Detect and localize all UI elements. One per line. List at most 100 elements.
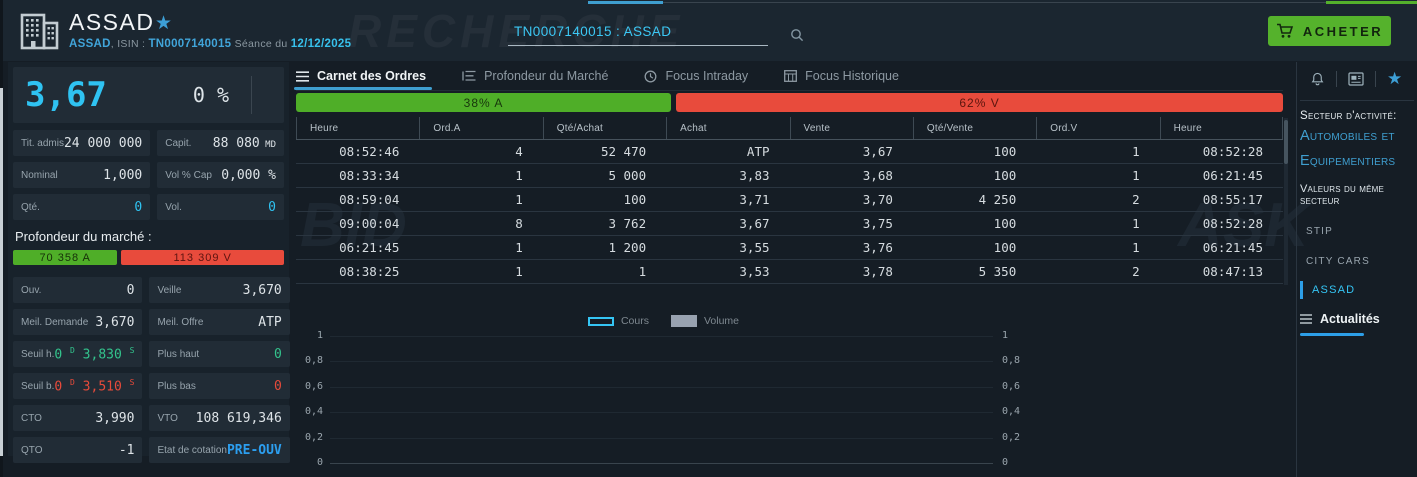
stat-vol-cap: Vol % Cap 0,000 % — [157, 162, 284, 188]
last-price: 3,67 — [25, 75, 107, 115]
orderbook-cell: 06:21:45 — [339, 240, 400, 255]
gridline — [330, 361, 993, 363]
window-scrollbar[interactable] — [0, 0, 3, 477]
price-change-pct: 0 % — [192, 83, 229, 107]
orderbook-cell: 09:00:04 — [339, 216, 400, 231]
stat-capit-: Capit. 88 080 MD — [157, 130, 284, 156]
y-axis-tick-right: 0,2 — [1002, 431, 1021, 443]
line-swatch-icon — [587, 316, 614, 326]
chart-tick-row: 0,8 0,8 — [296, 355, 1283, 367]
y-axis-tick-right: 0,4 — [1002, 406, 1021, 418]
stat-value: 0 — [273, 346, 282, 362]
tab-carnet-des-ordres[interactable]: Carnet des Ordres — [293, 62, 433, 90]
stat-etat-de-cotation: Etat de cotation PRE-OUV — [149, 437, 290, 463]
orderbook-cell: 1 200 — [608, 240, 647, 255]
favorite-star-icon[interactable]: ★ — [155, 13, 173, 34]
bar-swatch-icon — [670, 315, 697, 327]
bell-icon[interactable] — [1310, 71, 1325, 87]
acheter-button[interactable]: ACHETER — [1268, 16, 1391, 46]
stat-qto: QTO -1 — [13, 437, 143, 463]
orderbook-cell: 08:52:28 — [1202, 216, 1263, 231]
gridline — [330, 386, 993, 388]
actualites-tab[interactable]: Actualités — [1300, 312, 1414, 326]
y-axis-tick-left: 0,2 — [304, 431, 323, 443]
stat-value: 0 — [126, 282, 135, 298]
tab-profondeur-du-marche[interactable]: Profondeur du Marché — [462, 62, 608, 90]
stat-veille: Veille 3,670 — [149, 277, 290, 303]
sector-value[interactable]: Automobiles et Equipementiers — [1300, 128, 1396, 170]
stat-label: Vol. — [165, 201, 182, 213]
tab-focus-intraday[interactable]: Focus Intraday — [644, 62, 748, 90]
stat-value: 1,000 — [103, 167, 143, 183]
stat-value: 24 000 000 — [63, 135, 143, 151]
orderbook-cell: 06:21:45 — [1202, 168, 1263, 183]
stat-value: 0 — [134, 199, 143, 215]
orderbook-scrollbar-thumb[interactable] — [1284, 120, 1288, 164]
stat-meil-demande: Meil. Demande 3,670 — [13, 309, 143, 335]
orderbook-cell: 5 350 — [978, 264, 1017, 279]
stat-label: Etat de cotation — [157, 444, 227, 456]
tab-label: Profondeur du Marché — [484, 69, 609, 83]
legend-item-volume[interactable]: Volume — [657, 315, 739, 327]
stat-value: 0,000 % — [221, 167, 276, 183]
orderbook-cell: 3,55 — [739, 240, 770, 255]
orderbook-table: Heure Ord.A Qté/Achat Achat Vente Qté/Vente Or… — [296, 117, 1283, 284]
bid-watermark: BID — [300, 191, 407, 260]
sidebar-star-icon[interactable]: ★ — [1387, 69, 1403, 88]
orderbook-row[interactable]: 08:38:25 1 1 3,53 3,78 5 350 2 08:47:13 — [296, 260, 1283, 284]
orderbook-row[interactable]: 06:21:45 1 1 200 3,55 3,76 100 1 06:21:45 — [296, 236, 1283, 260]
orderbook-cell: 1 — [515, 264, 523, 279]
orderbook-cell: 4 250 — [978, 192, 1017, 207]
orderbook-row[interactable]: 08:59:04 1 100 3,71 3,70 4 250 2 08:55:17 — [296, 188, 1283, 212]
peer-item-assad[interactable]: ASSAD — [1300, 280, 1414, 299]
orderbook-scrollbar[interactable] — [1284, 118, 1288, 285]
search-icon[interactable] — [790, 28, 804, 47]
orderbook-row[interactable]: 09:00:04 8 3 762 3,67 3,75 100 1 08:52:28 — [296, 212, 1283, 236]
orderbook-cell: 1 — [515, 240, 523, 255]
stat-label: Seuil b. — [21, 380, 55, 392]
stat-value: 3,990 — [95, 410, 135, 426]
news-card-icon[interactable] — [1348, 72, 1364, 86]
orderbook-cell: 1 — [515, 168, 523, 183]
legend-label: Volume — [703, 315, 740, 327]
sector-label: Secteur d'activité: — [1300, 110, 1397, 122]
orderbook-column-header: Qté/Achat — [542, 117, 666, 139]
price-divider — [251, 76, 252, 114]
stat-value: 0 D 3,830 S — [54, 345, 135, 363]
orderbook-cell: 1 — [1132, 240, 1140, 255]
stat-label: Veille — [157, 284, 182, 296]
y-axis-tick-left: 1 — [316, 330, 323, 341]
price-card: 3,67 0 % — [13, 67, 284, 123]
orderbook-column-header: Heure — [1159, 117, 1283, 139]
sidebar-divider — [1296, 62, 1297, 477]
tab-label: Focus Historique — [805, 69, 899, 83]
window-scrollbar-thumb[interactable] — [0, 88, 3, 456]
orderbook-column-header: Ord.A — [419, 117, 542, 139]
orderbook-row[interactable]: 08:33:34 1 5 000 3,83 3,68 100 1 06:21:45 — [296, 164, 1283, 188]
market-depth-label: Profondeur du marché : — [15, 229, 152, 244]
stat-label: Qté. — [21, 201, 40, 213]
legend-label: Cours — [620, 315, 649, 327]
clock-icon — [644, 70, 657, 83]
y-axis-tick-right: 0,8 — [1002, 355, 1021, 367]
top-accent-blue — [588, 1, 663, 4]
gridline — [330, 463, 993, 464]
stat-cto: CTO 3,990 — [13, 405, 143, 431]
orderbook-cell: 3,83 — [739, 168, 770, 183]
stat-plus-bas: Plus bas 0 — [149, 373, 290, 399]
y-axis-tick-right: 1 — [1002, 330, 1009, 341]
peer-item-city-cars[interactable]: CITY CARS — [1306, 255, 1370, 267]
seance-label: Séance du — [231, 38, 291, 50]
tab-focus-historique[interactable]: Focus Historique — [784, 62, 899, 90]
search-input[interactable] — [508, 22, 768, 46]
legend-item-cours[interactable]: Cours — [587, 315, 649, 327]
stat-tit-admis: Tit. admis 24 000 000 — [13, 130, 151, 156]
sidebar-rule — [1300, 100, 1414, 101]
orderbook-row[interactable]: 08:52:46 4 52 470 ATP 3,67 100 1 08:52:28 — [296, 140, 1283, 164]
stat-label: Capit. — [165, 137, 192, 149]
peer-item-stip[interactable]: STIP — [1306, 225, 1334, 237]
orderbook-cell: 3,68 — [862, 168, 893, 183]
y-axis-tick-right: 0 — [1002, 457, 1009, 468]
cart-icon — [1276, 23, 1294, 39]
